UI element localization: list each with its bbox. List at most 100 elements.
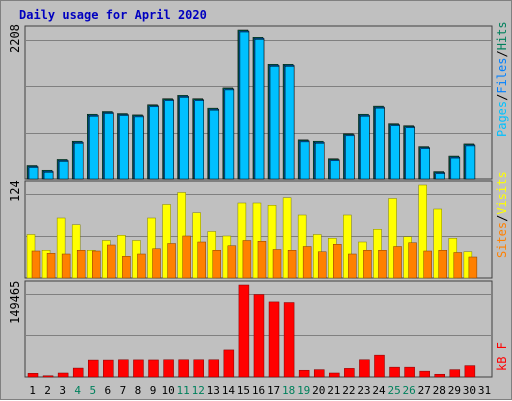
legend-middle: Sites/Visits: [495, 171, 509, 258]
bar-visits: [177, 192, 186, 279]
bar-sites: [272, 249, 282, 279]
bar-kbytes: [238, 284, 250, 378]
bar-sites: [122, 256, 131, 279]
bar-pages: [345, 135, 355, 180]
chart-title: Daily usage for April 2020: [19, 8, 207, 22]
legend-bottom: kB F: [495, 342, 509, 371]
bar-pages: [254, 39, 265, 180]
x-tick-label: 17: [267, 384, 280, 397]
bar-sites: [453, 252, 463, 279]
bar-sites: [378, 250, 387, 279]
bar-kbytes: [42, 375, 54, 378]
x-tick-label: 5: [89, 384, 96, 397]
bar-sites: [468, 256, 478, 279]
bar-sites: [61, 253, 71, 279]
bar-sites: [242, 240, 252, 279]
bar-sites: [31, 250, 41, 279]
bar-sites: [92, 250, 101, 279]
x-tick-label: 9: [150, 384, 157, 397]
bar-kbytes: [208, 359, 220, 378]
bar-kbytes: [103, 359, 114, 378]
bar-sites: [333, 244, 342, 279]
bar-sites: [227, 245, 237, 279]
bar-sites: [317, 251, 327, 279]
bar-kbytes: [313, 369, 325, 378]
bar-kbytes: [298, 369, 310, 378]
x-tick-label: 3: [59, 384, 66, 397]
bar-pages: [284, 66, 295, 180]
bar-pages: [58, 161, 69, 180]
x-tick-label: 26: [403, 384, 416, 397]
bar-kbytes: [329, 372, 340, 378]
x-tick-label: 16: [252, 384, 265, 397]
bar-visits: [162, 204, 171, 279]
bar-pages: [28, 167, 39, 180]
bar-pages: [465, 145, 476, 180]
bar-pages: [239, 31, 250, 180]
bar-pages: [209, 109, 220, 180]
bar-pages: [194, 100, 204, 180]
x-tick-label: 7: [120, 384, 127, 397]
bar-pages: [435, 173, 445, 180]
bar-sites: [212, 250, 222, 279]
bar-kbytes: [88, 359, 99, 378]
bar-visits: [147, 217, 156, 279]
bar-sites: [107, 244, 116, 279]
bar-visits: [418, 184, 427, 279]
bar-pages: [119, 115, 129, 180]
bar-kbytes: [464, 365, 476, 378]
bar-pages: [450, 157, 461, 180]
ymax-middle: 124: [8, 180, 22, 202]
bar-sites: [393, 246, 402, 279]
x-tick-label: 4: [74, 384, 81, 397]
bar-visits: [56, 217, 66, 279]
bar-kbytes: [72, 367, 84, 378]
x-tick-label: 18: [282, 384, 295, 397]
bar-pages: [360, 115, 370, 180]
bar-pages: [420, 148, 430, 180]
bar-kbytes: [223, 349, 235, 378]
bar-kbytes: [374, 354, 385, 378]
bar-kbytes: [118, 359, 129, 378]
bar-pages: [43, 171, 54, 180]
x-tick-label: 28: [433, 384, 446, 397]
x-tick-label: 19: [297, 384, 310, 397]
bar-sites: [363, 250, 372, 279]
bar-sites: [302, 246, 312, 279]
bar-kbytes: [449, 369, 461, 378]
x-tick-label: 31: [478, 384, 491, 397]
bar-kbytes: [283, 302, 295, 378]
x-tick-label: 29: [448, 384, 461, 397]
bar-kbytes: [434, 373, 445, 378]
bar-sites: [408, 242, 417, 279]
x-tick-label: 2: [44, 384, 51, 397]
bar-pages: [314, 142, 325, 180]
bar-kbytes: [193, 359, 204, 378]
bar-kbytes: [389, 366, 400, 378]
x-tick-label: 13: [207, 384, 220, 397]
bar-sites: [197, 241, 206, 279]
bar-visits: [433, 208, 442, 279]
x-tick-label: 6: [105, 384, 112, 397]
x-tick-label: 10: [161, 384, 174, 397]
bar-pages: [330, 160, 340, 180]
x-tick-label: 24: [372, 384, 386, 397]
x-tick-label: 22: [342, 384, 355, 397]
bar-sites: [257, 241, 267, 279]
bar-kbytes: [268, 301, 280, 378]
bar-kbytes: [359, 359, 370, 378]
bar-pages: [179, 97, 189, 180]
x-tick-label: 8: [135, 384, 142, 397]
bar-kbytes: [419, 370, 430, 378]
bar-pages: [224, 89, 235, 180]
bar-kbytes: [133, 359, 144, 378]
bar-sites: [348, 253, 357, 279]
x-tick-label: 30: [463, 384, 476, 397]
bar-sites: [182, 235, 191, 279]
bar-visits: [282, 197, 292, 279]
bar-pages: [299, 141, 310, 180]
bar-kbytes: [148, 359, 159, 378]
x-tick-label: 27: [418, 384, 431, 397]
bar-pages: [104, 113, 114, 180]
bar-sites: [287, 250, 297, 279]
